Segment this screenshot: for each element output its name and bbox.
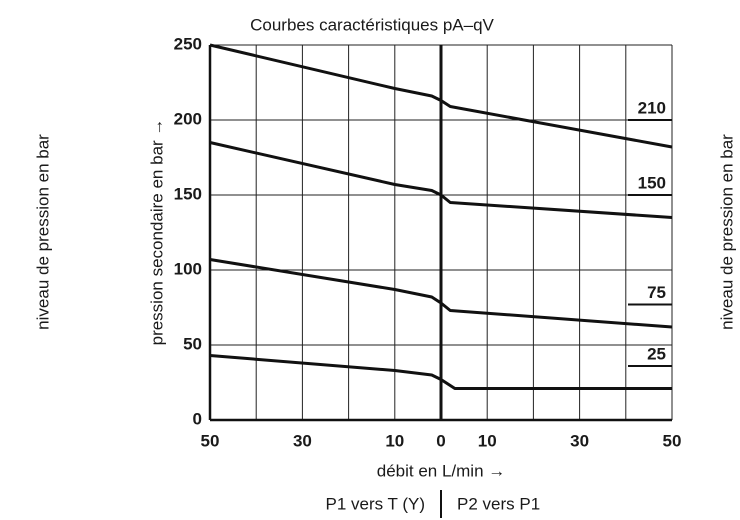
chart-title: Courbes caractéristiques pA–qV <box>250 15 494 34</box>
x-tick-label: 50 <box>201 431 220 450</box>
x-tick-label: 50 <box>663 431 682 450</box>
y-tick-label: 150 <box>174 184 202 203</box>
series-line <box>209 258 673 329</box>
x-tick-label: 0 <box>436 431 445 450</box>
x-tick-label: 30 <box>293 431 312 450</box>
side-label: niveau de pression en bar <box>33 134 52 330</box>
y-tick-label: 100 <box>174 259 202 278</box>
footer-label: P2 vers P1 <box>457 494 540 513</box>
y-tick-label: 250 <box>174 34 202 53</box>
x-tick-label: 10 <box>385 431 404 450</box>
y-tick-label: 200 <box>174 109 202 128</box>
y-tick-label: 50 <box>183 334 202 353</box>
y-tick-label: 0 <box>193 409 202 428</box>
series-line <box>209 43 673 149</box>
series-label: 75 <box>647 283 666 302</box>
y-axis-label: pression secondaire en bar → <box>147 119 166 346</box>
x-tick-label: 10 <box>478 431 497 450</box>
series-label: 150 <box>638 173 666 192</box>
footer-label: P1 vers T (Y) <box>325 494 425 513</box>
side-label: niveau de pression en bar <box>717 134 736 330</box>
x-axis-label: débit en L/min → <box>377 461 506 480</box>
series-line <box>209 354 672 390</box>
series-label: 210 <box>638 98 666 117</box>
series-line <box>209 141 673 219</box>
series-label: 25 <box>647 344 666 363</box>
x-tick-label: 30 <box>570 431 589 450</box>
